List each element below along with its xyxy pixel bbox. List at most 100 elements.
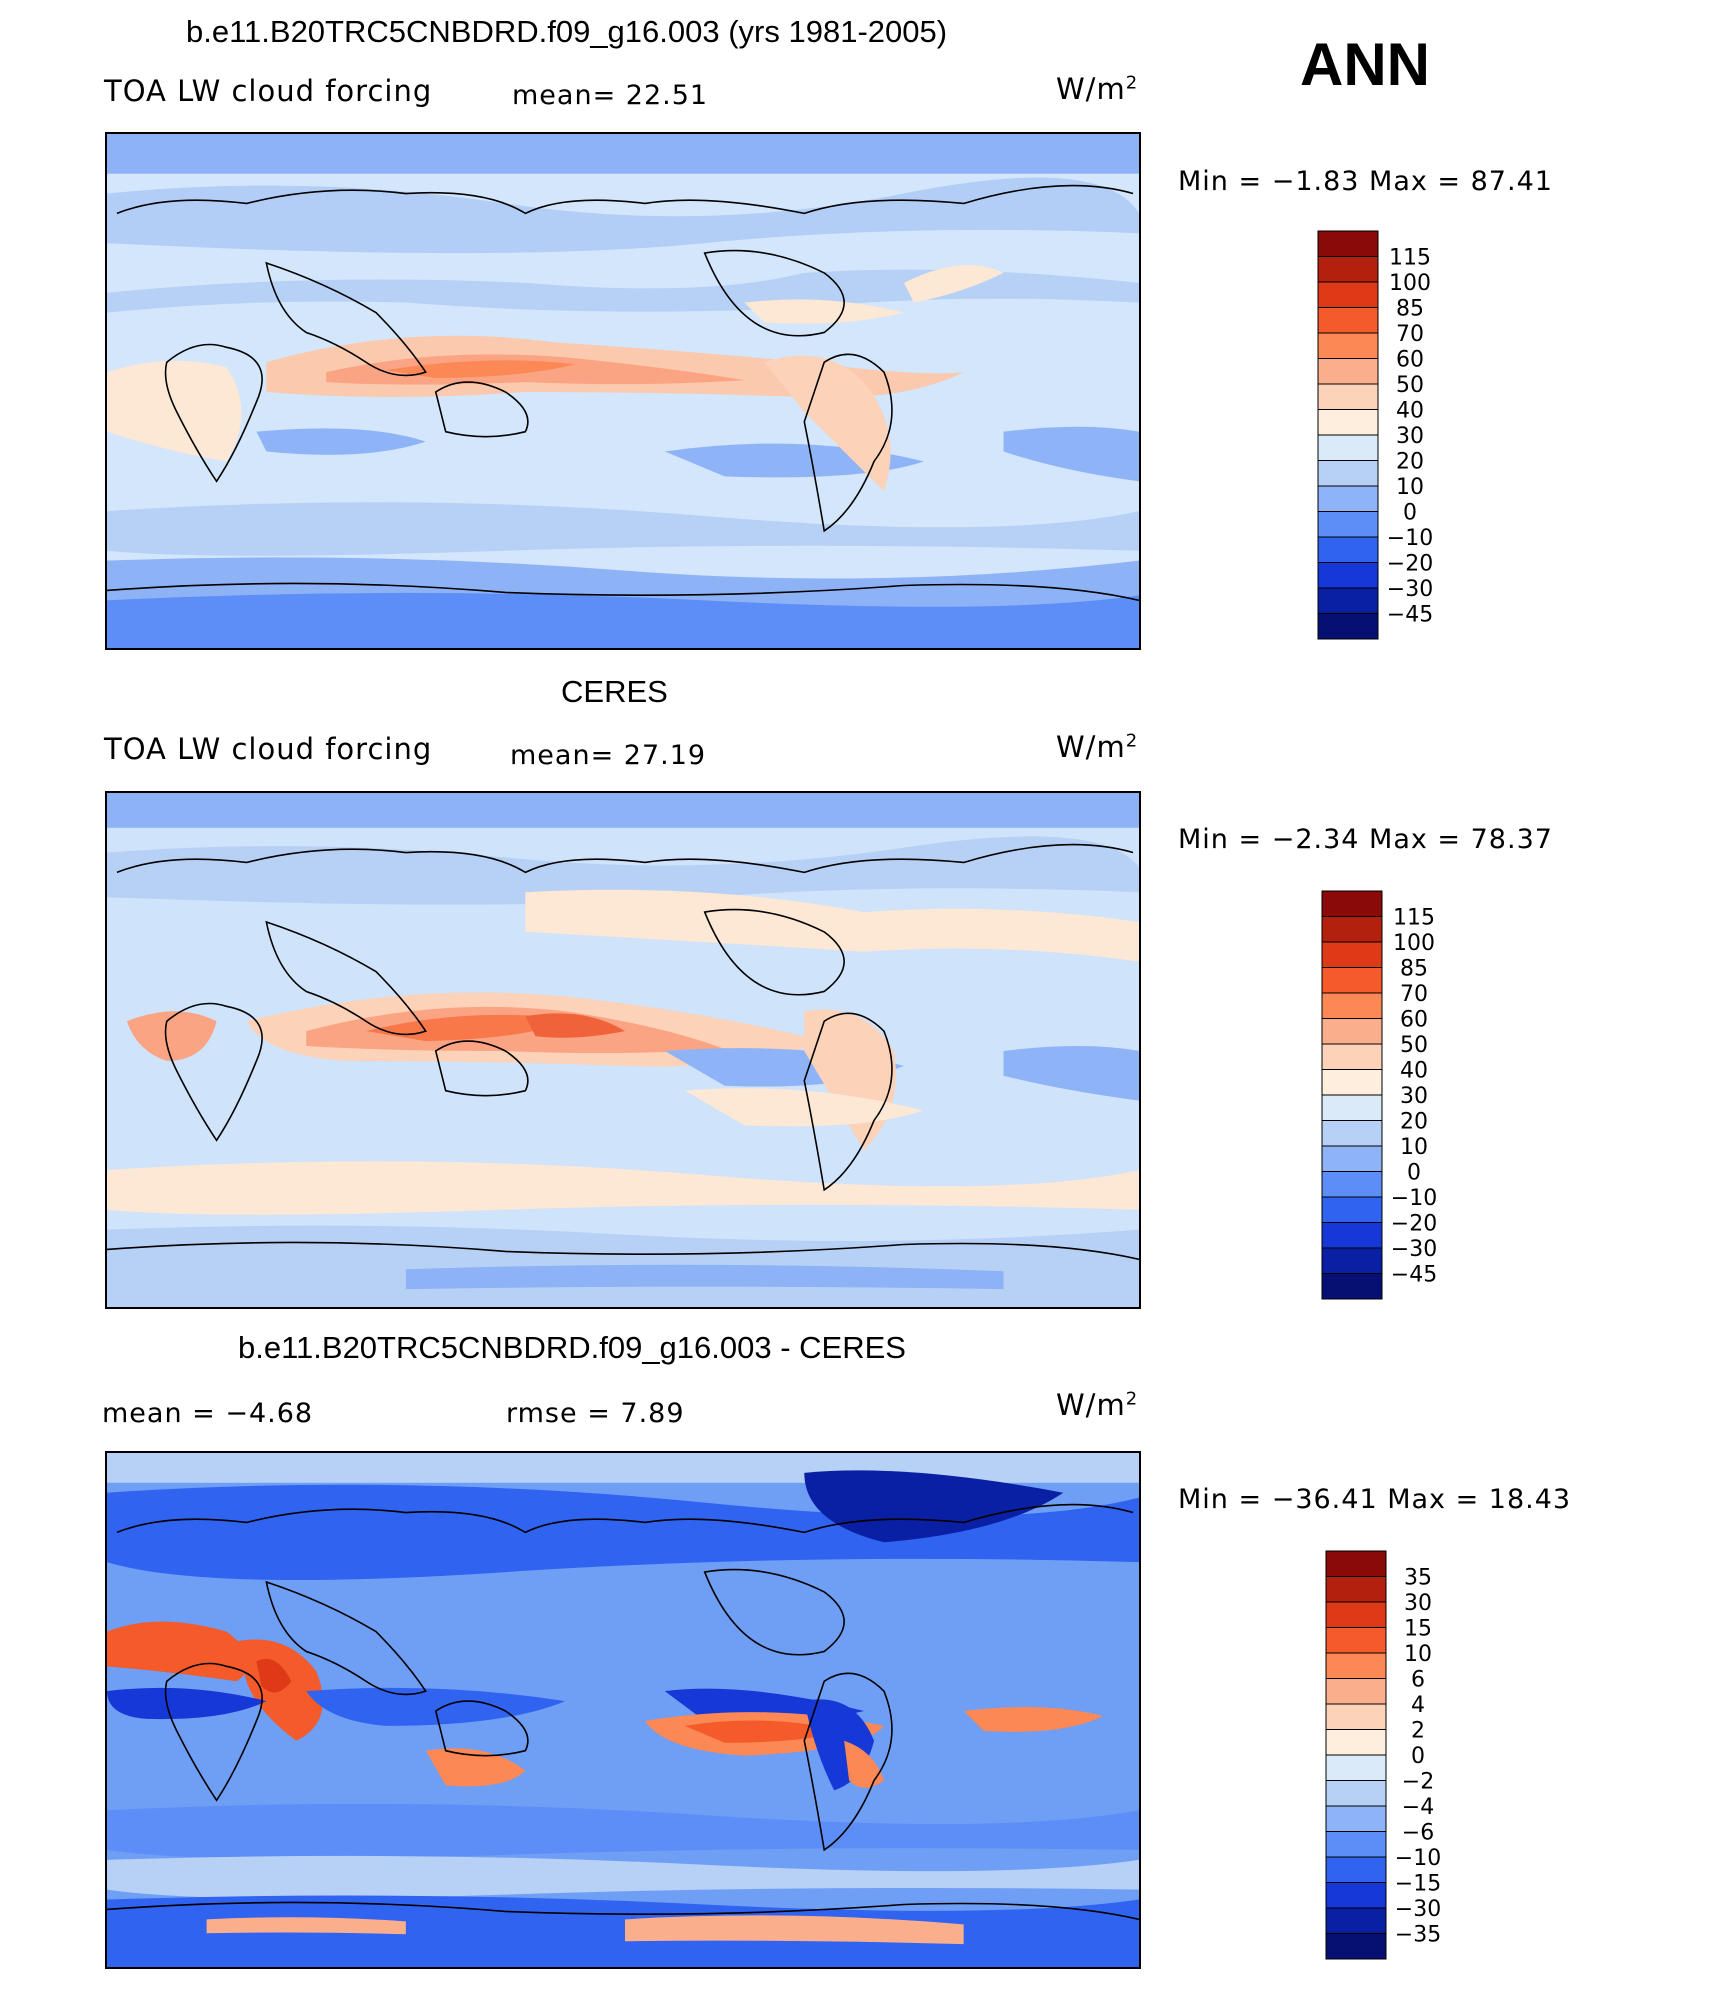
colorbar-tick-label: 6	[1411, 1668, 1425, 1693]
colorbar-tick-label: −35	[1395, 1923, 1441, 1948]
panel-2-title: CERES	[561, 674, 668, 709]
colorbar-swatch	[1325, 1856, 1387, 1883]
colorbar-tick-label: 50	[1400, 1033, 1428, 1058]
units-exp: 2	[1125, 730, 1139, 752]
colorbar-swatch	[1325, 1550, 1387, 1577]
colorbar-tick-label: 10	[1400, 1135, 1428, 1160]
colorbar-tick-label: 85	[1396, 297, 1424, 322]
colorbar-tick-label: 10	[1404, 1642, 1432, 1667]
colorbar-swatch	[1317, 281, 1379, 308]
colorbar-swatch	[1325, 1678, 1387, 1705]
colorbar-tick-label: 50	[1396, 373, 1424, 398]
panel-1-mean: mean= 22.51	[512, 80, 709, 111]
colorbar-tick-label: 70	[1400, 982, 1428, 1007]
panel-2-colorbar: 115 100 85 70 60 50 40 30 20 10 0 −10 −20 −30 −45	[1321, 890, 1482, 1303]
panel-3-title: b.e11.B20TRC5CNBDRD.f09_g16.003 - CERES	[238, 1330, 906, 1365]
panel-1-map	[105, 132, 1141, 650]
colorbar-swatch	[1317, 307, 1379, 334]
panel-2-mean: mean= 27.19	[510, 740, 707, 771]
colorbar-swatch	[1325, 1907, 1387, 1934]
colorbar-tick-label: 40	[1400, 1059, 1428, 1084]
colorbar-tick-label: 60	[1400, 1008, 1428, 1033]
colorbar-tick-label: 0	[1407, 1161, 1421, 1186]
panel-2-range: Min = −2.34 Max = 78.37	[1178, 824, 1553, 855]
colorbar-swatch	[1321, 1273, 1383, 1300]
colorbar-swatch	[1317, 230, 1379, 257]
colorbar-tick-label: 20	[1396, 450, 1424, 475]
colorbar-swatch	[1321, 941, 1383, 968]
colorbar-swatch	[1325, 1933, 1387, 1960]
colorbar-swatch	[1321, 1018, 1383, 1045]
colorbar-tick-label: 20	[1400, 1110, 1428, 1135]
units-text: W/m	[1056, 1388, 1126, 1422]
colorbar-swatch	[1317, 613, 1379, 640]
panel-1-title: b.e11.B20TRC5CNBDRD.f09_g16.003 (yrs 198…	[186, 14, 948, 49]
colorbar-tick-label: 40	[1396, 399, 1424, 424]
season-label: ANN	[1300, 31, 1430, 98]
colorbar-tick-label: −20	[1391, 1212, 1437, 1237]
colorbar-tick-label: −4	[1402, 1795, 1434, 1820]
colorbar-swatch	[1325, 1601, 1387, 1628]
panel-2-map	[105, 791, 1141, 1309]
colorbar-swatch	[1321, 1247, 1383, 1274]
colorbar-tick-label: −10	[1391, 1186, 1437, 1211]
colorbar-tick-label: 4	[1411, 1693, 1425, 1718]
colorbar-swatch	[1317, 256, 1379, 283]
colorbar-tick-label: 30	[1400, 1084, 1428, 1109]
colorbar-tick-label: −30	[1387, 577, 1433, 602]
colorbar-tick-label: −30	[1391, 1237, 1437, 1262]
colorbar-swatch	[1317, 383, 1379, 410]
colorbar-tick-label: 30	[1404, 1591, 1432, 1616]
obs-map-svg	[107, 793, 1139, 1307]
panel-1-range: Min = −1.83 Max = 87.41	[1178, 166, 1553, 197]
colorbar-swatch	[1325, 1754, 1387, 1781]
colorbar-swatch	[1321, 992, 1383, 1019]
colorbar-tick-label: −10	[1387, 526, 1433, 551]
colorbar-tick-label: −15	[1395, 1872, 1441, 1897]
colorbar-swatch	[1321, 1145, 1383, 1172]
panel-2-variable: TOA LW cloud forcing	[104, 732, 433, 766]
panel-3-mean: mean = −4.68	[102, 1398, 314, 1429]
colorbar-tick-label: 115	[1393, 906, 1435, 931]
panel-2-units: W/m2	[1056, 730, 1138, 764]
colorbar-tick-label: 2	[1411, 1719, 1425, 1744]
colorbar-swatch	[1325, 1576, 1387, 1603]
colorbar-tick-label: 115	[1389, 246, 1431, 271]
panel-1-variable: TOA LW cloud forcing	[104, 74, 433, 108]
colorbar-swatch	[1325, 1780, 1387, 1807]
units-exp: 2	[1125, 1388, 1139, 1410]
panel-3-map	[105, 1451, 1141, 1969]
colorbar-swatch	[1325, 1882, 1387, 1909]
colorbar-tick-label: 35	[1404, 1566, 1432, 1591]
colorbar-swatch	[1317, 485, 1379, 512]
colorbar-swatch	[1317, 587, 1379, 614]
colorbar-swatch	[1317, 536, 1379, 563]
colorbar-tick-label: 15	[1404, 1617, 1432, 1642]
colorbar-tick-label: −30	[1395, 1897, 1441, 1922]
colorbar-swatch	[1321, 1222, 1383, 1249]
colorbar-tick-label: 30	[1396, 424, 1424, 449]
colorbar-tick-label: 0	[1411, 1744, 1425, 1769]
colorbar-tick-label: 10	[1396, 475, 1424, 500]
colorbar-swatch	[1325, 1805, 1387, 1832]
colorbar-tick-label: −20	[1387, 552, 1433, 577]
colorbar-tick-label: 100	[1389, 271, 1431, 296]
model-map-svg	[107, 134, 1139, 648]
units-text: W/m	[1056, 730, 1126, 764]
colorbar-swatch	[1325, 1652, 1387, 1679]
colorbar-tick-label: −2	[1402, 1770, 1434, 1795]
colorbar-swatch	[1321, 1196, 1383, 1223]
colorbar-swatch	[1325, 1729, 1387, 1756]
colorbar-swatch	[1321, 967, 1383, 994]
colorbar-swatch	[1321, 1069, 1383, 1096]
colorbar-swatch	[1317, 434, 1379, 461]
diff-map-svg	[107, 1453, 1139, 1967]
colorbar-swatch	[1321, 1171, 1383, 1198]
panel-1-units: W/m2	[1056, 72, 1138, 106]
colorbar-tick-label: 85	[1400, 957, 1428, 982]
colorbar-tick-label: −10	[1395, 1846, 1441, 1871]
colorbar-tick-label: 70	[1396, 322, 1424, 347]
units-text: W/m	[1056, 72, 1126, 106]
